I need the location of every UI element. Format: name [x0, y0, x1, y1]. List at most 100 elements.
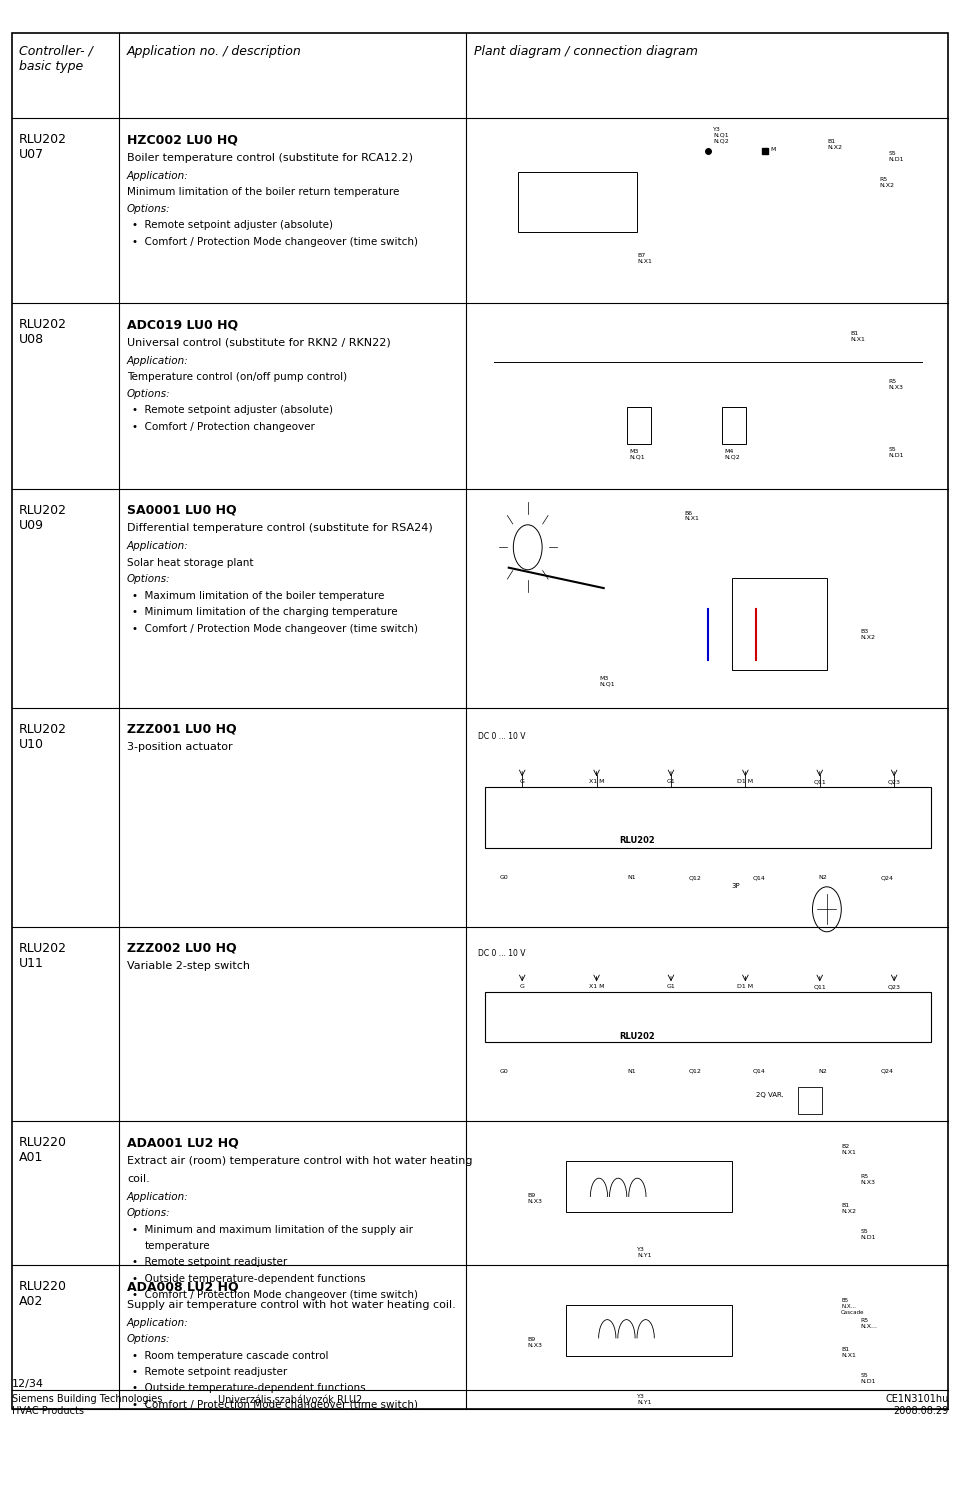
Text: •  Minimum limitation of the charging temperature: • Minimum limitation of the charging tem…: [132, 607, 397, 618]
Text: Application:: Application:: [127, 541, 189, 552]
Text: B9
N.X3: B9 N.X3: [528, 1337, 542, 1348]
Text: 3-position actuator: 3-position actuator: [127, 742, 232, 752]
Text: HZC002 LU0 HQ: HZC002 LU0 HQ: [127, 133, 238, 145]
Text: •  Comfort / Protection Mode changeover (time switch): • Comfort / Protection Mode changeover (…: [132, 624, 418, 634]
Text: Extract air (room) temperature control with hot water heating: Extract air (room) temperature control w…: [127, 1156, 472, 1166]
Text: N2: N2: [819, 875, 828, 880]
Text: B6
N.X1: B6 N.X1: [684, 511, 699, 522]
Text: B7
N.X1: B7 N.X1: [636, 253, 652, 264]
Text: Q11: Q11: [813, 779, 827, 784]
Text: •  Remote setpoint adjuster (absolute): • Remote setpoint adjuster (absolute): [132, 220, 333, 229]
Text: R5
N.X...: R5 N.X...: [860, 1318, 877, 1328]
Text: Q23: Q23: [888, 985, 900, 989]
Text: X1 M: X1 M: [588, 779, 605, 784]
Bar: [732, 579, 827, 670]
Text: RLU220
A01: RLU220 A01: [19, 1136, 67, 1165]
Text: B3
N.X2: B3 N.X2: [860, 630, 876, 640]
Text: Plant diagram / connection diagram: Plant diagram / connection diagram: [473, 45, 698, 58]
Text: N1: N1: [627, 875, 636, 880]
Text: N2: N2: [819, 1069, 828, 1073]
Text: S5
N.D1: S5 N.D1: [889, 151, 904, 162]
Text: Universal control (substitute for RKN2 / RKN22): Universal control (substitute for RKN2 /…: [127, 337, 391, 348]
Text: X1 M: X1 M: [588, 985, 605, 989]
Bar: [485, 787, 931, 848]
Text: B1
N.X2: B1 N.X2: [841, 1204, 856, 1214]
Text: G0: G0: [500, 1069, 509, 1073]
Text: DC 0 ... 10 V: DC 0 ... 10 V: [478, 949, 526, 958]
Text: Boiler temperature control (substitute for RCA12.2): Boiler temperature control (substitute f…: [127, 153, 413, 162]
Text: Q23: Q23: [888, 779, 900, 784]
Text: RLU220
A02: RLU220 A02: [19, 1280, 67, 1309]
Text: coil.: coil.: [127, 1174, 150, 1184]
Text: •  Maximum limitation of the boiler temperature: • Maximum limitation of the boiler tempe…: [132, 591, 384, 601]
Text: Q14: Q14: [753, 875, 766, 880]
Bar: [518, 172, 636, 232]
Text: •  Outside temperature-dependent functions: • Outside temperature-dependent function…: [132, 1384, 366, 1394]
Text: Q12: Q12: [689, 1069, 702, 1073]
Text: Application:: Application:: [127, 1318, 189, 1328]
Text: Q11: Q11: [813, 985, 827, 989]
Text: ADA008 LU2 HQ: ADA008 LU2 HQ: [127, 1280, 239, 1294]
Text: ZZZ002 LU0 HQ: ZZZ002 LU0 HQ: [127, 941, 236, 955]
Text: Options:: Options:: [127, 204, 171, 213]
Text: Y3
N.Y1: Y3 N.Y1: [636, 1247, 652, 1258]
Text: Application:: Application:: [127, 171, 189, 180]
Bar: [485, 992, 931, 1042]
Text: SA0001 LU0 HQ: SA0001 LU0 HQ: [127, 504, 236, 517]
Text: temperature: temperature: [144, 1241, 210, 1252]
Text: •  Comfort / Protection Mode changeover (time switch): • Comfort / Protection Mode changeover (…: [132, 1400, 418, 1411]
Text: G: G: [519, 779, 524, 784]
Text: Options:: Options:: [127, 1208, 171, 1219]
Text: Application no. / description: Application no. / description: [127, 45, 301, 58]
Text: B5
N.X...
Cascade: B5 N.X... Cascade: [841, 1298, 865, 1315]
Text: Temperature control (on/off pump control): Temperature control (on/off pump control…: [127, 372, 348, 382]
Text: Options:: Options:: [127, 388, 171, 399]
Text: Application:: Application:: [127, 1192, 189, 1202]
Text: Y3
N.Y1: Y3 N.Y1: [636, 1394, 652, 1405]
Text: ADC019 LU0 HQ: ADC019 LU0 HQ: [127, 318, 238, 331]
Text: 2Q VAR.: 2Q VAR.: [756, 1093, 783, 1099]
Text: RLU202
U10: RLU202 U10: [19, 723, 67, 751]
Text: Differential temperature control (substitute for RSA24): Differential temperature control (substi…: [127, 523, 433, 534]
Text: •  Outside temperature-dependent functions: • Outside temperature-dependent function…: [132, 1274, 366, 1285]
Text: M3
N.Q1: M3 N.Q1: [629, 448, 645, 459]
Text: Siemens Building Technologies
HVAC Products: Siemens Building Technologies HVAC Produ…: [12, 1394, 162, 1415]
Text: Minimum limitation of the boiler return temperature: Minimum limitation of the boiler return …: [127, 187, 399, 196]
Text: RLU202
U09: RLU202 U09: [19, 504, 67, 532]
Text: G0: G0: [500, 875, 509, 880]
Text: R5
N.X3: R5 N.X3: [889, 379, 903, 390]
Text: 12/34: 12/34: [12, 1379, 43, 1390]
Text: Supply air temperature control with hot water heating coil.: Supply air temperature control with hot …: [127, 1300, 456, 1310]
Text: •  Minimum and maximum limitation of the supply air: • Minimum and maximum limitation of the …: [132, 1225, 413, 1235]
Text: B1
N.X1: B1 N.X1: [841, 1348, 856, 1358]
Text: Univerzális szabályozók RLU2...: Univerzális szabályozók RLU2...: [218, 1394, 371, 1405]
Text: RLU202
U07: RLU202 U07: [19, 133, 67, 160]
Text: Q14: Q14: [753, 1069, 766, 1073]
Text: RLU202
U08: RLU202 U08: [19, 318, 67, 346]
Text: Q12: Q12: [689, 875, 702, 880]
Text: R5
N.X2: R5 N.X2: [879, 177, 894, 187]
Text: RLU202
U11: RLU202 U11: [19, 941, 67, 970]
Text: 3P: 3P: [732, 883, 740, 889]
Text: S5
N.D1: S5 N.D1: [889, 447, 904, 459]
Text: RLU202: RLU202: [619, 1031, 655, 1040]
Text: •  Comfort / Protection Mode changeover (time switch): • Comfort / Protection Mode changeover (…: [132, 1291, 418, 1301]
Text: RLU202: RLU202: [619, 836, 655, 845]
Text: R5
N.X3: R5 N.X3: [860, 1174, 876, 1184]
Text: M: M: [770, 147, 776, 151]
Text: B1
N.X2: B1 N.X2: [827, 139, 842, 150]
Text: S5
N.D1: S5 N.D1: [860, 1373, 876, 1384]
Text: •  Room temperature cascade control: • Room temperature cascade control: [132, 1351, 328, 1361]
Text: •  Remote setpoint adjuster (absolute): • Remote setpoint adjuster (absolute): [132, 405, 333, 415]
Text: Options:: Options:: [127, 574, 171, 585]
Text: B1
N.X1: B1 N.X1: [851, 331, 866, 342]
Text: Variable 2-step switch: Variable 2-step switch: [127, 961, 250, 971]
Text: G1: G1: [666, 779, 675, 784]
Text: Q24: Q24: [880, 1069, 893, 1073]
Bar: [799, 1087, 823, 1114]
Text: G: G: [519, 985, 524, 989]
Text: DC 0 ... 10 V: DC 0 ... 10 V: [478, 732, 526, 741]
Text: CE1N3101hu
2008.08.29: CE1N3101hu 2008.08.29: [885, 1394, 948, 1415]
Text: Options:: Options:: [127, 1334, 171, 1345]
Text: S5
N.D1: S5 N.D1: [860, 1229, 876, 1240]
